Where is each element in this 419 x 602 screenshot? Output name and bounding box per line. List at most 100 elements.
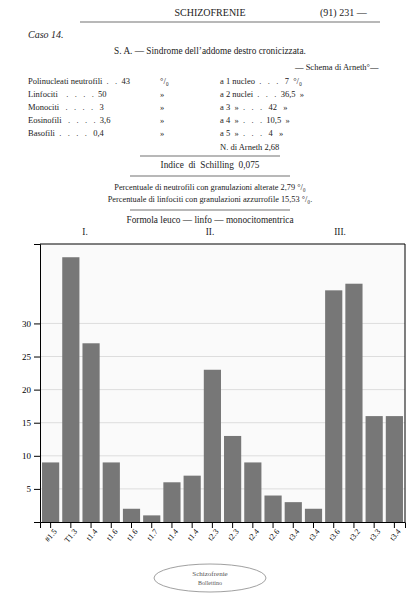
left-unit: » [160,128,164,138]
x-tick: t2.4 [246,522,261,542]
bar [62,257,79,522]
x-tick-label: t2.3 [206,527,221,542]
page-number: (91) 231 — [320,7,368,19]
left-label: Polinucleati neutrofili . . 43 [28,76,130,86]
percentage-note: Percentuale di linfociti con granulazion… [108,195,313,204]
x-tick: t1.4 [85,522,100,542]
x-tick: t3.6 [327,522,342,542]
x-tick-label: t3.6 [327,527,342,542]
x-tick-label: t2.3 [226,527,241,542]
bar [143,515,160,522]
x-tick-label: t1.6 [105,527,120,542]
percentage-note: Percentuale di neutrofili con granulazio… [114,183,306,192]
x-tick: t2.6 [267,522,282,542]
left-unit: » [160,115,164,125]
x-tick: t1.7 [145,522,160,542]
left-label: Monociti . . . . 3 [28,102,104,112]
x-axis: #1.5T1.3 t1.4 t1.6 t1.6 t1.7 t1.4 t1.4 t2.3 t2.3… [41,522,406,544]
x-tick-label: t2.6 [267,527,282,542]
plot-area [40,244,405,522]
y-tick-mark [34,423,40,424]
bar [42,462,59,522]
y-tick: 5 [27,484,41,494]
y-tick-label: 25 [22,352,32,362]
bars [42,257,403,522]
x-tick: #1.5 [43,522,59,544]
bar [264,496,281,522]
y-tick-label: 5 [27,484,32,494]
bar [386,416,403,522]
y-axis-line [34,245,41,523]
bar [123,509,140,522]
y-tick-label: 10 [22,451,32,461]
x-tick-label: t3.4 [287,527,302,542]
bar [204,370,221,522]
left-label: Eosinofili . . . . 3,6 [28,115,110,125]
bar [285,502,302,522]
x-axis-line [41,523,406,529]
x-tick: t3.3 [368,522,383,542]
left-label: Basofili . . . . 0,4 [28,128,105,138]
y-tick-mark [34,357,40,358]
group-label: I. [82,227,87,237]
x-tick: t3.4 [388,522,403,542]
bar [325,290,342,522]
stamp-text: Bollettino [198,580,222,586]
right-label: a 2 nuclei . . . 36,5 » [220,89,304,99]
left-unit: °/₀ [160,76,169,86]
left-unit: » [160,102,164,112]
x-tick: t1.4 [165,522,180,542]
plot-frame [40,244,405,245]
x-tick-label: t1.6 [125,527,140,542]
x-tick: T1.3 [63,522,79,544]
x-tick-label: t3.4 [388,527,403,542]
bar [345,284,362,522]
x-tick: t1.4 [186,522,201,542]
separator [130,176,290,177]
x-tick: t2.3 [226,522,241,542]
case-label: Caso 14. [28,29,64,40]
x-tick-label: T1.3 [63,527,79,544]
bar [305,509,322,522]
right-label: N. di Arneth 2,68 [220,142,279,152]
left-unit: » [160,89,164,99]
y-tick: 25 [22,352,40,362]
right-label: a 3 » . . . 42 » [220,102,288,112]
page: SCHIZOFRENIE (91) 231 — Caso 14. S. A. — Si… [0,0,419,602]
x-tick: t2.3 [206,522,221,542]
y-tick: 20 [22,385,40,395]
x-tick: t1.6 [125,522,140,542]
y-axis: 51015202530 [22,245,41,523]
plot-frame [405,244,406,522]
title: SCHIZOFRENIE [174,7,245,18]
right-label: a 4 » . . . 10,5 » [220,115,290,125]
x-tick-label: t3.3 [368,527,383,542]
bar [163,482,180,522]
group-label: II. [206,227,215,237]
y-tick-label: 15 [22,418,32,428]
x-tick: t1.6 [105,522,120,542]
right-label: a 5 » . . . 4 » [220,128,283,138]
x-tick-label: t1.4 [186,527,201,542]
x-tick-label: t2.4 [246,527,261,542]
formula-title: Formola leuco — linfo — monocitomentrica [126,215,293,225]
x-tick-label: t3.4 [307,527,322,542]
x-tick: t3.4 [307,522,322,542]
separator [130,210,290,211]
schema-title: — Schema di Arneth°— [294,62,379,72]
y-tick-mark [34,489,40,490]
subtitle: S. A. — Sindrome dell’addome destro cron… [114,46,306,56]
x-tick-label: t1.7 [145,527,160,542]
bar [82,343,99,522]
x-tick-label: t1.4 [165,527,180,542]
separator [140,156,280,157]
y-tick-label: 20 [22,385,32,395]
y-tick: 10 [22,451,40,461]
x-tick-label: t1.4 [85,527,100,542]
schilling-index: Indice di Schilling 0,075 [161,160,260,170]
bar [224,436,241,522]
bar [366,416,383,522]
bar [184,476,201,522]
group-label: III. [334,227,346,237]
x-tick: t3.2 [347,522,362,542]
